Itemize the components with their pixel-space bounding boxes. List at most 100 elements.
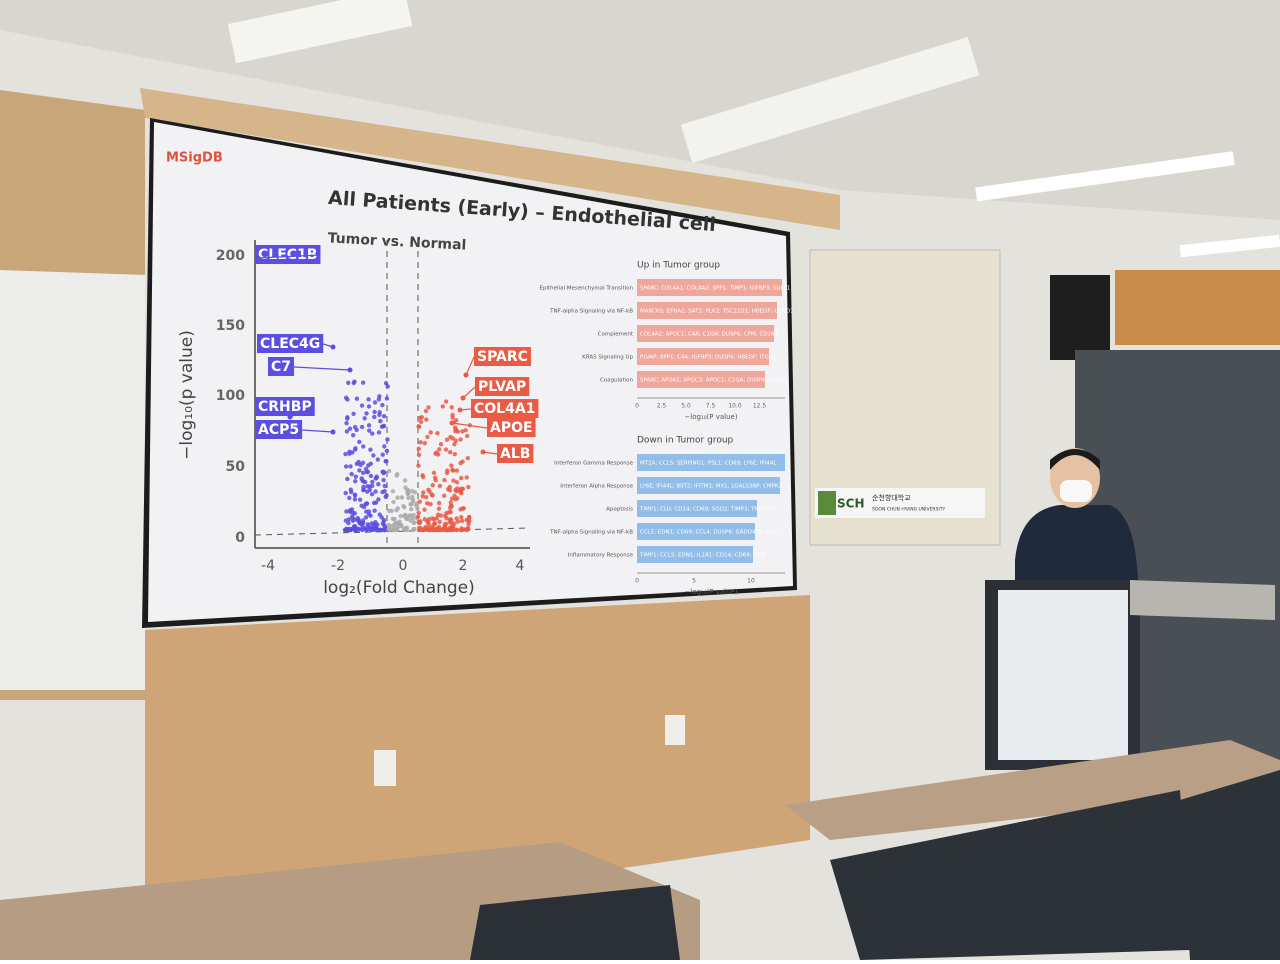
volcano-dot <box>453 527 459 533</box>
volcano-dot <box>452 452 458 457</box>
volcano-dot <box>446 510 452 515</box>
volcano-dot <box>459 526 464 531</box>
gene-label-box <box>475 377 530 396</box>
volcano-dot <box>417 521 422 526</box>
volcano-dot <box>381 477 386 483</box>
volcano-dot <box>370 479 375 485</box>
x-tick-label: -2 <box>331 558 345 574</box>
panel-title: Down in Tumor group <box>637 436 734 446</box>
pathway-name: TNF-alpha Signaling via NF-kB <box>549 309 633 315</box>
volcano-dot <box>367 428 372 433</box>
volcano-dot <box>382 483 387 489</box>
volcano-dot <box>449 405 454 410</box>
volcano-plot: Tumor vs. Normal log₂(Fold Change) −log₁… <box>177 230 539 598</box>
volcano-dot <box>371 453 376 458</box>
volcano-dot <box>434 450 439 456</box>
volcano-dot <box>450 467 455 472</box>
panel-tick: 12.5 <box>753 403 767 410</box>
volcano-dot <box>417 415 423 421</box>
volcano-dot <box>411 512 416 518</box>
gene-label: CLEC1B <box>258 247 317 263</box>
volcano-dot <box>415 506 420 512</box>
gene-label-box <box>497 444 534 463</box>
volcano-dot <box>353 479 358 484</box>
volcano-dot <box>376 481 381 487</box>
volcano-dot <box>460 429 465 434</box>
volcano-dot <box>382 444 387 449</box>
gene-label: CRHBP <box>258 399 312 415</box>
volcano-dot <box>424 417 429 422</box>
gene-label-box <box>474 347 531 366</box>
volcano-dot <box>467 518 472 524</box>
gene-list: TIMP1; CLU; CD14; CD69; SOD2; TIMP3; TNF… <box>639 507 776 513</box>
gene-label-box <box>257 334 324 353</box>
volcano-dot <box>453 497 458 502</box>
volcano-dot <box>376 497 381 502</box>
volcano-dot <box>353 474 358 479</box>
mask <box>1060 480 1092 502</box>
enrichment-panels: Up in Tumor group Epithelial Mesenchymal … <box>540 261 794 597</box>
volcano-dot <box>425 501 430 506</box>
volcano-dot <box>453 427 459 432</box>
gene-pointer <box>462 386 476 399</box>
pathway-name: Interferon Gamma Response <box>554 461 633 467</box>
outlet <box>374 750 396 786</box>
volcano-subtitle: Tumor vs. Normal <box>327 230 466 253</box>
volcano-dot <box>432 475 438 481</box>
volcano-dot <box>345 527 350 532</box>
volcano-dot <box>373 522 378 527</box>
volcano-dot <box>348 487 354 492</box>
ceiling-light <box>1179 234 1280 258</box>
volcano-dot <box>374 475 379 481</box>
gene-label-box <box>255 245 321 264</box>
volcano-dot <box>441 527 447 533</box>
enrichment-bar <box>637 454 785 471</box>
gene-pointer <box>293 366 351 371</box>
volcano-dot <box>377 512 382 517</box>
gene-point <box>449 420 455 426</box>
volcano-dot <box>364 489 370 494</box>
podium-panel <box>998 590 1128 760</box>
volcano-dot <box>416 446 421 451</box>
volcano-dot <box>384 396 390 401</box>
volcano-dot <box>436 500 442 506</box>
volcano-dot <box>447 519 452 525</box>
presenter-hair <box>1050 449 1100 470</box>
volcano-dot <box>373 489 378 494</box>
panel-tick: 7.5 <box>706 403 716 410</box>
volcano-dot <box>443 399 449 404</box>
volcano-dot <box>402 478 408 483</box>
panel-tick: 0 <box>635 578 639 585</box>
volcano-dot <box>374 527 379 533</box>
volcano-dot <box>380 402 385 408</box>
enrichment-bar <box>637 348 769 365</box>
volcano-dot <box>359 403 365 408</box>
volcano-dot <box>354 396 360 401</box>
gene-pointer <box>465 356 475 376</box>
ceiling-light <box>680 37 980 163</box>
volcano-dot <box>370 483 375 489</box>
volcano-dot <box>428 502 433 507</box>
volcano-dot <box>452 493 457 499</box>
volcano-dot <box>378 527 384 533</box>
volcano-dot <box>460 506 465 511</box>
volcano-dot <box>395 471 400 477</box>
volcano-dot <box>368 447 373 452</box>
gene-pointer <box>302 429 334 433</box>
volcano-dot <box>352 492 358 497</box>
volcano-dot <box>380 489 385 495</box>
volcano-dot <box>464 433 470 439</box>
volcano-dot <box>423 495 429 500</box>
x-tick-label: 0 <box>399 558 408 574</box>
volcano-dot <box>426 405 431 410</box>
enrichment-bar <box>637 279 782 296</box>
volcano-dot <box>464 475 469 480</box>
volcano-dot <box>361 444 366 449</box>
volcano-dot <box>403 485 408 490</box>
volcano-dot <box>451 478 456 483</box>
volcano-dot <box>356 459 361 465</box>
volcano-dot <box>347 495 352 501</box>
volcano-dot <box>395 506 400 511</box>
volcano-dot <box>465 455 471 461</box>
